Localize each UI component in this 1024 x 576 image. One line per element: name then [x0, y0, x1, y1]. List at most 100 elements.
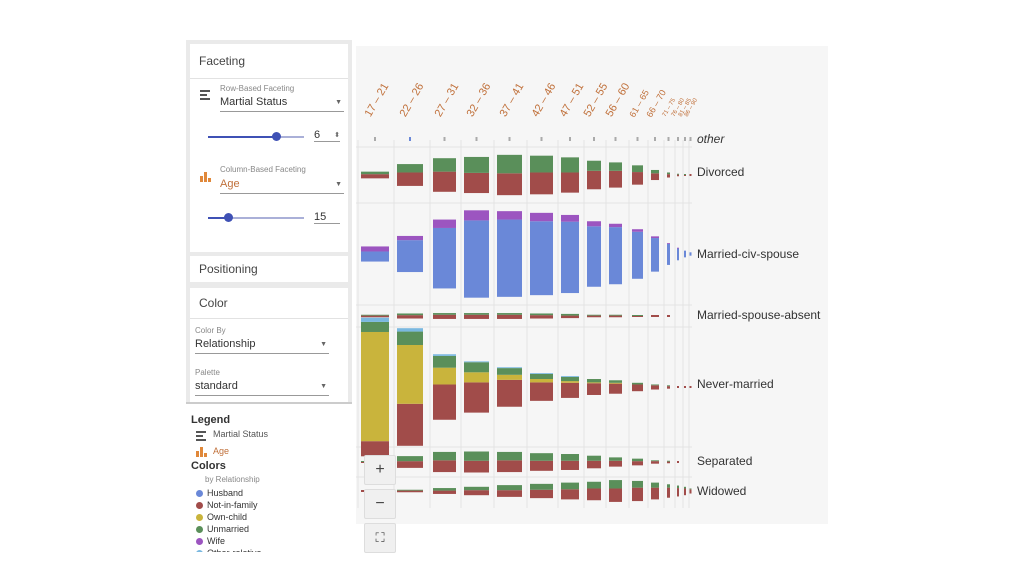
bar-segment[interactable]	[561, 382, 579, 398]
bar-segment[interactable]	[609, 380, 622, 383]
legend-item[interactable]: Unmarried	[196, 524, 249, 534]
bar-segment[interactable]	[587, 221, 601, 227]
palette-select[interactable]: standard ▼	[195, 380, 329, 396]
legend-item[interactable]: Husband	[196, 488, 243, 498]
bar-segment[interactable]	[587, 481, 601, 489]
row-label[interactable]: Married-civ-spouse	[697, 247, 800, 261]
bar-segment[interactable]	[609, 314, 622, 316]
bar-segment[interactable]	[530, 172, 553, 195]
bar-segment[interactable]	[561, 313, 579, 316]
bar-segment[interactable]	[677, 173, 679, 175]
legend-item[interactable]: Own-child	[196, 512, 247, 522]
bar-segment[interactable]	[609, 460, 622, 467]
bar-segment[interactable]	[464, 460, 489, 473]
bar-segment[interactable]	[632, 461, 643, 466]
bar-segment[interactable]	[651, 236, 659, 239]
bar-segment[interactable]	[530, 313, 553, 316]
positioning-title[interactable]: Positioning	[199, 262, 258, 276]
bar-segment[interactable]	[587, 455, 601, 461]
bar-segment[interactable]	[530, 373, 553, 380]
bar-segment[interactable]	[587, 160, 601, 171]
bar-segment[interactable]	[667, 386, 670, 389]
bar-segment[interactable]	[433, 313, 456, 315]
bar-segment[interactable]	[433, 171, 456, 192]
bar-segment[interactable]	[464, 372, 489, 383]
bar-segment[interactable]	[689, 252, 692, 256]
column-faceting-select[interactable]: Age ▼	[220, 178, 344, 194]
bar-segment[interactable]	[587, 226, 601, 287]
bar-segment[interactable]	[651, 460, 659, 462]
bar-segment[interactable]	[361, 171, 389, 175]
legend-item[interactable]: Wife	[196, 536, 225, 546]
bar-segment[interactable]	[587, 314, 601, 316]
row-label[interactable]: Separated	[697, 454, 753, 468]
row-label[interactable]: Never-married	[697, 377, 774, 391]
bar-segment[interactable]	[684, 174, 686, 175]
bar-segment[interactable]	[561, 172, 579, 193]
bar-segment[interactable]	[433, 355, 456, 368]
bar-segment[interactable]	[497, 219, 522, 297]
row-count-slider-handle[interactable]	[272, 132, 281, 141]
bar-segment[interactable]	[632, 165, 643, 173]
bar-segment[interactable]	[397, 313, 423, 316]
bar-segment[interactable]	[361, 331, 389, 442]
bar-segment[interactable]	[632, 384, 643, 392]
bar-segment[interactable]	[361, 315, 389, 318]
row-count-input[interactable]: 6 ⬍	[314, 129, 340, 142]
bar-segment[interactable]	[397, 235, 423, 241]
bar-segment[interactable]	[497, 379, 522, 407]
bar-segment[interactable]	[530, 460, 553, 471]
bar-segment[interactable]	[561, 381, 579, 383]
bar-segment[interactable]	[677, 247, 679, 249]
bar-segment[interactable]	[497, 374, 522, 380]
bar-segment[interactable]	[632, 229, 643, 232]
bar-segment[interactable]	[587, 383, 601, 395]
bar-segment[interactable]	[497, 368, 522, 375]
bar-segment[interactable]	[433, 158, 456, 172]
bar-segment[interactable]	[651, 385, 659, 390]
bar-segment[interactable]	[497, 313, 522, 315]
bar-segment[interactable]	[497, 314, 522, 319]
bar-segment[interactable]	[561, 376, 579, 382]
bar-segment[interactable]	[361, 314, 389, 316]
bar-segment[interactable]	[530, 373, 553, 374]
bar-segment[interactable]	[433, 451, 456, 461]
color-by-select[interactable]: Relationship ▼	[195, 338, 329, 354]
bar-segment[interactable]	[609, 383, 622, 394]
bar-segment[interactable]	[651, 487, 659, 500]
fit-view-button[interactable]: ⛶	[364, 523, 396, 553]
bar-segment[interactable]	[464, 490, 489, 496]
bar-segment[interactable]	[497, 485, 522, 491]
bar-segment[interactable]	[433, 227, 456, 289]
bar-segment[interactable]	[587, 379, 601, 383]
bar-segment[interactable]	[361, 246, 389, 252]
bar-segment[interactable]	[609, 162, 622, 171]
bar-segment[interactable]	[689, 488, 692, 490]
bar-segment[interactable]	[632, 487, 643, 502]
bar-segment[interactable]	[677, 174, 679, 177]
bar-segment[interactable]	[689, 174, 692, 176]
bar-segment[interactable]	[667, 172, 670, 175]
bar-segment[interactable]	[677, 485, 679, 489]
bar-segment[interactable]	[561, 221, 579, 294]
bar-segment[interactable]	[684, 488, 686, 496]
bar-segment[interactable]	[497, 173, 522, 196]
column-count-slider[interactable]	[208, 213, 304, 222]
bar-segment[interactable]	[561, 460, 579, 470]
bar-segment[interactable]	[684, 386, 686, 388]
bar-segment[interactable]	[397, 489, 423, 491]
bar-segment[interactable]	[397, 461, 423, 468]
bar-segment[interactable]	[561, 376, 579, 377]
bar-segment[interactable]	[667, 243, 670, 265]
row-faceting-select[interactable]: Martial Status ▼	[220, 96, 344, 112]
bar-segment[interactable]	[677, 488, 679, 497]
bar-segment[interactable]	[651, 173, 659, 181]
bar-segment[interactable]	[587, 170, 601, 190]
bar-segment[interactable]	[464, 451, 489, 461]
bar-segment[interactable]	[609, 315, 622, 318]
bar-segment[interactable]	[433, 384, 456, 420]
bar-segment[interactable]	[464, 156, 489, 173]
bar-segment[interactable]	[587, 460, 601, 469]
positioning-card[interactable]: Positioning	[190, 256, 348, 282]
bar-segment[interactable]	[397, 331, 423, 345]
